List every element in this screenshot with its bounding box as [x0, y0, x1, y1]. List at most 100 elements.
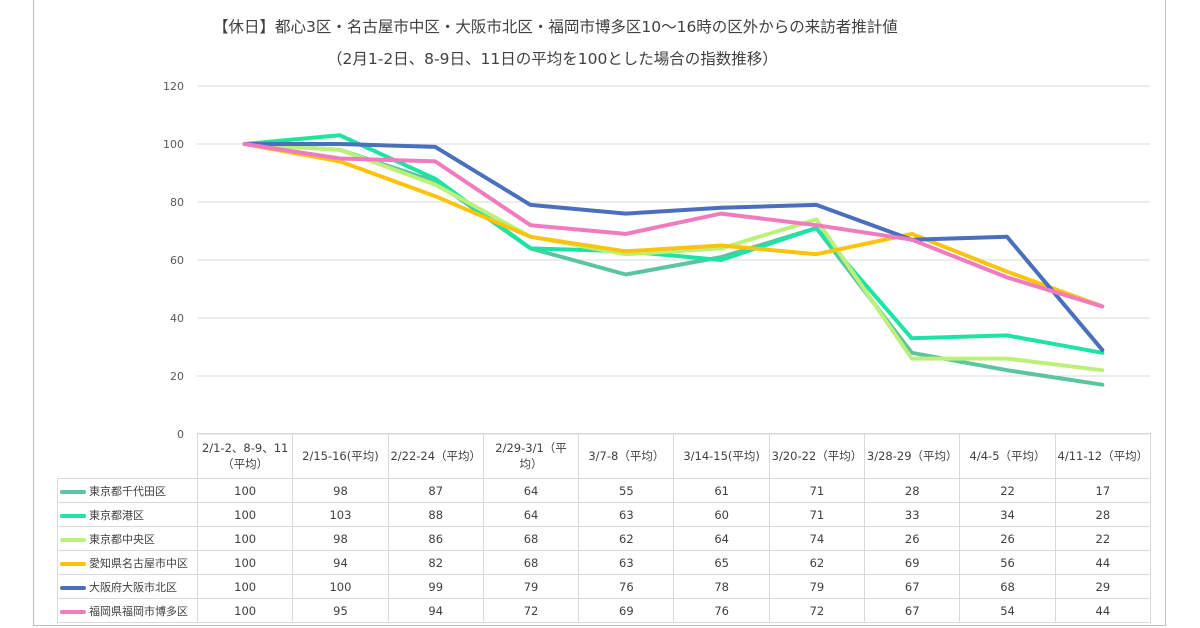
table-cell: 22: [1054, 526, 1151, 551]
table-cell: 44: [1054, 550, 1151, 575]
legend-entry: 愛知県名古屋市中区: [57, 550, 198, 575]
table-cell: 103: [292, 502, 389, 527]
legend-swatch: [60, 609, 86, 614]
series-line-4: [242, 142, 1105, 352]
table-cell: 64: [482, 502, 580, 527]
series-name: 東京都千代田区: [89, 484, 166, 498]
table-cell: 64: [482, 478, 580, 503]
table-cell: 61: [673, 478, 770, 503]
x-category-label: 3/14-15(平均): [673, 433, 770, 479]
y-tick-label: 20: [170, 370, 184, 383]
table-cell: 72: [768, 598, 866, 623]
table-cell: 76: [578, 574, 675, 599]
x-category-label: 4/4-5（平均）: [959, 433, 1056, 479]
series-name: 福岡県福岡市博多区: [89, 604, 188, 618]
legend-swatch: [60, 561, 86, 566]
x-category-label-line: 3/28-29（平均）: [866, 449, 958, 463]
table-cell: 28: [864, 478, 961, 503]
series-line-1: [242, 133, 1105, 355]
table-row: 東京都中央区 100 98 86 68 62 64 74 26 26 22: [57, 526, 1151, 551]
series-line-5: [242, 142, 1105, 309]
table-cell: 100: [292, 574, 389, 599]
table-cell: 79: [768, 574, 866, 599]
chart-subtitle: （2月1-2日、8-9日、11日の平均を100とした場合の指数推移）: [327, 50, 778, 68]
table-cell: 63: [578, 502, 675, 527]
x-category-label: 3/28-29（平均）: [864, 433, 961, 479]
table-cell: 71: [768, 478, 866, 503]
table-cell: 55: [578, 478, 675, 503]
legend-entry: 東京都千代田区: [57, 478, 198, 503]
table-cell: 100: [196, 598, 294, 623]
table-cell: 74: [768, 526, 866, 551]
x-category-label: 2/15-16(平均): [292, 433, 389, 479]
table-cell: 44: [1054, 598, 1151, 623]
legend-swatch: [60, 537, 86, 542]
y-tick-label: 40: [170, 312, 184, 325]
series-line-2: [242, 142, 1105, 373]
table-corner: [57, 433, 198, 479]
series-name: 大阪府大阪市北区: [89, 580, 177, 594]
table-cell: 33: [864, 502, 961, 527]
table-row: 福岡県福岡市博多区 100 95 94 72 69 76 72 67 54 44: [57, 598, 1151, 623]
table-cell: 17: [1054, 478, 1151, 503]
table-cell: 78: [673, 574, 770, 599]
table-cell: 71: [768, 502, 866, 527]
table-cell: 60: [673, 502, 770, 527]
series-name: 愛知県名古屋市中区: [89, 556, 188, 570]
table-cell: 100: [196, 526, 294, 551]
table-cell: 26: [959, 526, 1056, 551]
table-cell: 68: [959, 574, 1056, 599]
x-category-label: 2/29-3/1（平 均）: [482, 433, 580, 479]
table-cell: 86: [387, 526, 484, 551]
legend-swatch: [60, 489, 86, 494]
table-cell: 99: [387, 574, 484, 599]
series-lines: [242, 133, 1105, 387]
series-name: 東京都港区: [89, 508, 144, 522]
y-tick-label: 60: [170, 254, 184, 267]
table-cell: 94: [387, 598, 484, 623]
table-row: 東京都千代田区 100 98 87 64 55 61 71 28 22 17: [57, 478, 1151, 503]
series-name: 東京都中央区: [89, 532, 155, 546]
table-cell: 68: [482, 526, 580, 551]
legend-entry: 大阪府大阪市北区: [57, 574, 198, 599]
table-row: 愛知県名古屋市中区 100 94 82 68 63 65 62 69 56 44: [57, 550, 1151, 575]
x-category-label-line: 3/20-22（平均）: [771, 449, 863, 463]
table-cell: 100: [196, 502, 294, 527]
table-cell: 100: [196, 574, 294, 599]
chart-title: 【休日】都心3区・名古屋市中区・大阪市北区・福岡市博多区10〜16時の区外からの…: [213, 18, 898, 36]
legend-entry: 福岡県福岡市博多区: [57, 598, 198, 623]
legend-swatch: [60, 585, 86, 590]
table-cell: 22: [959, 478, 1056, 503]
table-cell: 63: [578, 550, 675, 575]
legend-swatch: [60, 513, 86, 518]
x-category-label-line: 2/15-16(平均): [302, 449, 379, 463]
table-cell: 62: [578, 526, 675, 551]
table-cell: 87: [387, 478, 484, 503]
table-cell: 94: [292, 550, 389, 575]
series-line-3: [242, 142, 1105, 309]
table-cell: 100: [196, 550, 294, 575]
table-cell: 76: [673, 598, 770, 623]
table-cell: 62: [768, 550, 866, 575]
x-category-label: 2/1-2、8-9、11 （平均）: [196, 433, 294, 479]
table-cell: 82: [387, 550, 484, 575]
table-row: 東京都港区 100 103 88 64 63 60 71 33 34 28: [57, 502, 1151, 527]
table-cell: 69: [864, 550, 961, 575]
table-cell: 79: [482, 574, 580, 599]
table-cell: 29: [1054, 574, 1151, 599]
table-cell: 65: [673, 550, 770, 575]
x-category-label: 3/7-8（平均）: [578, 433, 675, 479]
table-cell: 88: [387, 502, 484, 527]
chart-frame: [33, 0, 1166, 626]
x-category-label-line: 3/14-15(平均): [683, 449, 760, 463]
table-cell: 100: [196, 478, 294, 503]
y-tick-label: 80: [170, 196, 184, 209]
x-category-label-line: 3/7-8（平均）: [588, 449, 665, 463]
x-category-label-line: （平均）: [222, 457, 269, 471]
x-category-label-line: 2/22-24（平均）: [390, 449, 482, 463]
table-cell: 98: [292, 526, 389, 551]
x-category-label-line: 4/4-5（平均）: [969, 449, 1046, 463]
x-category-label-line: 2/29-3/1（平: [495, 441, 567, 455]
x-category-label: 4/11-12（平均）: [1054, 433, 1151, 479]
